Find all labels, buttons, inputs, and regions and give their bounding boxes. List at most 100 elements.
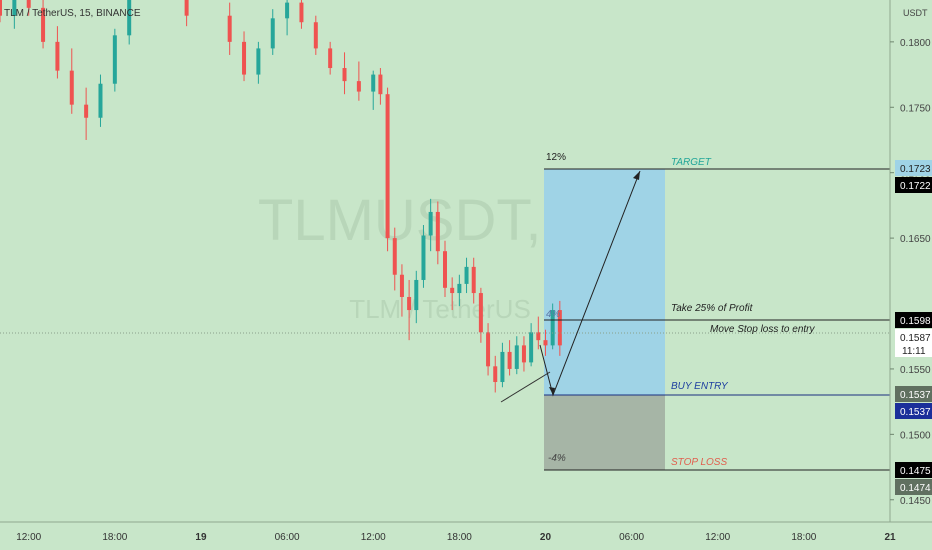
- tag-entry-top-text: 0.1537: [900, 390, 931, 401]
- arrow-tail-icon: [549, 387, 555, 395]
- time-tick-label: 20: [540, 532, 552, 543]
- candle-bullish[interactable]: [457, 283, 462, 294]
- candle-bullish[interactable]: [500, 351, 505, 383]
- candle-bearish[interactable]: [399, 274, 404, 297]
- candle-bullish[interactable]: [270, 18, 275, 49]
- candle-bearish[interactable]: [26, 0, 31, 8]
- candle-bearish[interactable]: [471, 266, 476, 294]
- time-tick-label: 12:00: [361, 532, 386, 543]
- price-tick-label: 0.1650: [900, 234, 931, 245]
- candle-bearish[interactable]: [557, 310, 562, 346]
- candle-bullish[interactable]: [127, 0, 132, 36]
- candle-bearish[interactable]: [342, 68, 347, 82]
- tag-stop-bottom: [895, 479, 932, 495]
- tag-current-price-text: 0.1587: [900, 333, 931, 344]
- candle-bearish[interactable]: [435, 211, 440, 252]
- candle-bullish[interactable]: [285, 2, 290, 19]
- candle-bearish[interactable]: [443, 251, 447, 288]
- time-tick-label: 18:00: [791, 532, 816, 543]
- candle-bearish[interactable]: [486, 332, 491, 367]
- candle-bullish[interactable]: [371, 74, 376, 92]
- candles-group: [0, 0, 562, 393]
- stop-loss-label: STOP LOSS: [671, 457, 727, 468]
- candle-bearish[interactable]: [299, 2, 304, 23]
- tag-target-line-text: 0.1722: [900, 181, 931, 192]
- candle-bearish[interactable]: [84, 104, 89, 118]
- stop-percent: -4%: [548, 453, 566, 464]
- candle-bullish[interactable]: [464, 266, 469, 284]
- price-tick-label: 0.1750: [900, 103, 931, 114]
- tag-target-top-text: 0.1723: [900, 164, 931, 175]
- tag-take-profit-text: 0.1598: [900, 316, 931, 327]
- candle-bullish[interactable]: [414, 279, 419, 311]
- candle-bearish[interactable]: [227, 15, 232, 42]
- candle-bullish[interactable]: [428, 211, 433, 236]
- candle-bearish[interactable]: [543, 340, 548, 346]
- candle-bullish[interactable]: [514, 345, 519, 369]
- price-tick-label: 0.1500: [900, 430, 931, 441]
- time-tick-label: 06:00: [275, 532, 300, 543]
- time-tick-label: 18:00: [447, 532, 472, 543]
- tag-stop-loss-text: 0.1475: [900, 466, 931, 477]
- time-tick-label: 21: [884, 532, 896, 543]
- candle-bearish[interactable]: [450, 287, 455, 294]
- tag-take-profit: [895, 312, 932, 328]
- time-ticks: 12:00 18:00 19 06:00 12:00 18:00 20 06:00 12:00 1…: [16, 532, 896, 543]
- candle-bearish[interactable]: [536, 332, 541, 341]
- candle-bearish[interactable]: [0, 0, 2, 16]
- time-tick-label: 12:00: [705, 532, 730, 543]
- price-tick-label: 0.1800: [900, 38, 931, 49]
- candle-bearish[interactable]: [184, 0, 189, 16]
- profit-zone[interactable]: [544, 169, 665, 395]
- tag-stop-bottom-text: 0.1474: [900, 483, 931, 494]
- candle-bearish[interactable]: [521, 345, 526, 363]
- tag-current-price: [895, 329, 932, 357]
- price-axis[interactable]: [890, 0, 932, 522]
- price-tick-label: 0.1550: [900, 365, 931, 376]
- candle-bearish[interactable]: [41, 7, 46, 42]
- tag-countdown-text: 11:11: [902, 346, 926, 357]
- time-tick-label: 12:00: [16, 532, 41, 543]
- buy-entry-label: BUY ENTRY: [671, 381, 729, 392]
- time-tick-label: 06:00: [619, 532, 644, 543]
- currency-label: USDT: [903, 8, 928, 18]
- candle-bullish[interactable]: [12, 0, 17, 16]
- candle-bearish[interactable]: [313, 22, 318, 49]
- take-profit-label: Take 25% of Profit: [671, 303, 754, 314]
- candle-bearish[interactable]: [493, 366, 498, 383]
- candle-bearish[interactable]: [392, 238, 397, 275]
- candle-bullish[interactable]: [550, 310, 555, 346]
- tag-entry-line-text: 0.1537: [900, 407, 931, 418]
- candle-bearish[interactable]: [378, 74, 383, 95]
- candle-bearish[interactable]: [507, 351, 512, 369]
- tag-target-line: [895, 177, 932, 193]
- time-tick-label: 19: [195, 532, 207, 543]
- candle-bullish[interactable]: [529, 332, 534, 363]
- mid-percent: 4%: [546, 309, 561, 320]
- tag-stop-loss: [895, 462, 932, 478]
- symbol-title: TLM / TetherUS, 15, BINANCE: [4, 8, 141, 19]
- candle-bullish[interactable]: [421, 235, 426, 280]
- candle-bullish[interactable]: [112, 35, 117, 84]
- arrow-head-icon: [633, 171, 640, 180]
- candle-bearish[interactable]: [407, 296, 412, 311]
- target-label: TARGET: [671, 157, 712, 168]
- watermark-sub: TLM / TetherUS: [349, 294, 531, 324]
- move-stop-label: Move Stop loss to entry: [710, 324, 815, 335]
- candle-bearish[interactable]: [242, 41, 247, 75]
- trend-line[interactable]: [500, 371, 551, 403]
- time-axis[interactable]: [0, 522, 932, 550]
- candle-bullish[interactable]: [98, 83, 103, 118]
- candle-bullish[interactable]: [256, 48, 261, 75]
- time-tick-label: 18:00: [102, 532, 127, 543]
- candle-bearish[interactable]: [55, 41, 60, 71]
- candle-bearish[interactable]: [385, 94, 390, 239]
- candle-bearish[interactable]: [478, 293, 483, 333]
- price-tick-label: 0.1450: [900, 496, 931, 507]
- candle-bearish[interactable]: [328, 48, 333, 69]
- candle-bearish[interactable]: [356, 81, 361, 92]
- candle-bearish[interactable]: [69, 70, 74, 105]
- loss-zone[interactable]: [544, 395, 665, 470]
